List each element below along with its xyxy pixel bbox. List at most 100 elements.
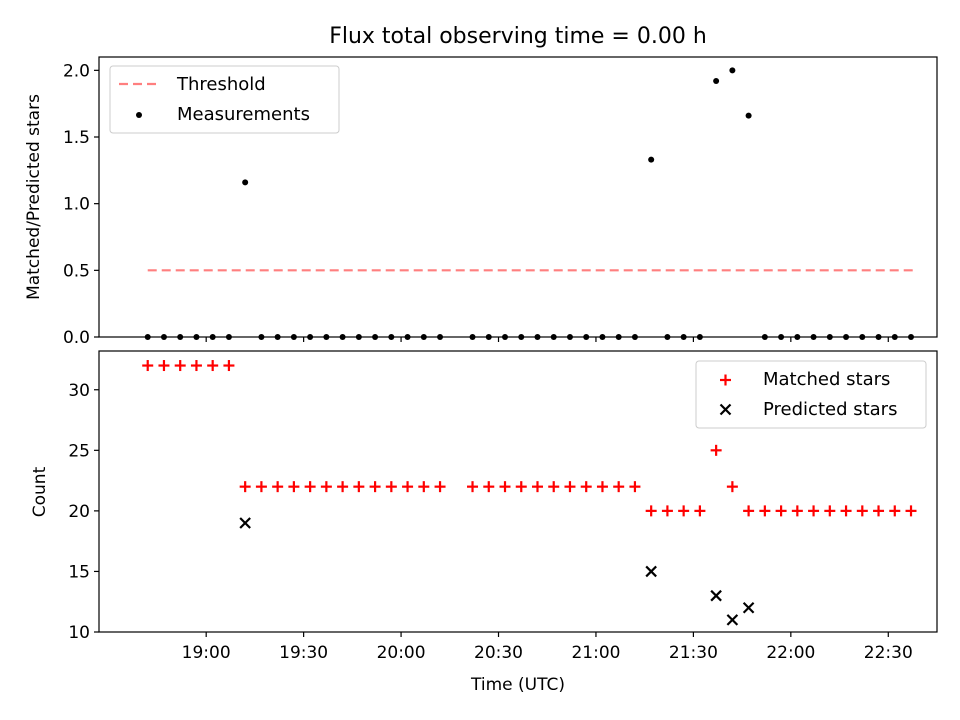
matched-star-point	[142, 360, 154, 372]
matched-star-point	[190, 360, 202, 372]
matched-star-point	[288, 481, 300, 493]
matched-star-point	[385, 481, 397, 493]
bottom-legend-box	[695, 360, 927, 429]
top-ytick-label: 0.0	[63, 328, 90, 348]
matched-star-point	[840, 505, 852, 517]
matched-star-point	[710, 444, 722, 456]
bottom-legend: Matched stars Predicted stars	[695, 360, 927, 429]
bottom-xtick-label: 22:30	[864, 643, 913, 663]
matched-star-point	[272, 481, 284, 493]
legend-threshold-label: Threshold	[176, 74, 266, 95]
predicted-cross-b	[710, 589, 722, 602]
bottom-xtick-label: 19:00	[182, 643, 231, 663]
predicted-star-point	[710, 589, 722, 602]
bottom-panel: 10 15 20 25 30 19:00 19:30 20:00 20:30 21:00 21:3…	[30, 350, 938, 663]
measurement-point	[713, 78, 720, 84]
legend-cross-b	[719, 403, 732, 416]
matched-star-point	[775, 505, 787, 517]
top-ytick-label: 2.0	[63, 61, 90, 81]
x-axis-label: Time (UTC)	[470, 675, 565, 695]
matched-star-point	[645, 505, 657, 517]
bottom-xtick-label: 20:00	[377, 643, 426, 663]
legend-measurement-label: Measurements	[177, 104, 310, 125]
predicted-cross-b	[726, 614, 739, 626]
matched-star-point	[515, 481, 527, 493]
matched-star-point	[613, 481, 625, 493]
matched-star-point	[743, 505, 755, 517]
predicted-cross-b	[239, 517, 251, 529]
matched-star-point	[531, 481, 543, 493]
matched-star-point	[824, 505, 836, 517]
matched-star-point	[174, 360, 186, 372]
matched-star-point	[402, 481, 414, 493]
bottom-ytick-label: 10	[68, 623, 90, 643]
bottom-ytick-label: 20	[68, 502, 90, 522]
matched-star-point	[255, 481, 267, 493]
top-legend: Threshold Measurements	[109, 65, 340, 134]
matched-star-point	[726, 481, 738, 493]
bottom-axes-frame	[98, 350, 938, 633]
legend-predicted-label: Predicted stars	[763, 399, 897, 420]
top-ytick-label: 1.0	[63, 195, 90, 215]
matched-star-point	[596, 481, 608, 493]
legend-predicted-swatch	[719, 403, 732, 416]
legend-matched-swatch	[720, 374, 731, 386]
top-legend-box	[109, 65, 340, 134]
top-panel: 0.00.51.01.52.0 Matched/Predicted stars …	[24, 56, 938, 348]
measurement-point	[648, 156, 655, 163]
bottom-ylabel: Count	[30, 466, 50, 517]
bottom-xtick-label: 22:00	[766, 643, 815, 663]
legend-matched-label: Matched stars	[763, 369, 890, 390]
matched-star-point	[304, 481, 316, 493]
top-ylabel: Matched/Predicted stars	[24, 94, 44, 300]
legend-measurement-swatch	[136, 112, 142, 118]
matched-star-point	[499, 481, 511, 493]
top-axes-frame	[98, 56, 938, 338]
measurement-point	[729, 67, 736, 74]
matched-star-point	[889, 505, 901, 517]
matched-star-point	[467, 481, 479, 493]
matched-star-point	[418, 481, 430, 493]
matched-star-point	[905, 505, 917, 517]
predicted-star-point	[645, 565, 657, 578]
matched-star-point	[580, 481, 592, 493]
bottom-ytick-label: 30	[68, 381, 90, 401]
predicted-star-point	[742, 601, 755, 614]
predicted-star-point	[726, 614, 739, 626]
matched-star-point	[320, 481, 332, 493]
bottom-xtick-label: 20:30	[474, 643, 523, 663]
matched-star-point	[629, 481, 641, 493]
matched-star-point	[678, 505, 690, 517]
predicted-star-point	[239, 517, 251, 529]
matched-star-point	[661, 505, 673, 517]
predicted-cross-b	[742, 601, 755, 614]
bottom-ytick-label: 25	[68, 441, 90, 461]
top-ytick-label: 1.5	[63, 128, 90, 148]
matched-star-point	[808, 505, 820, 517]
matched-star-point	[564, 481, 576, 493]
matched-star-point	[158, 360, 170, 372]
matched-star-point	[207, 360, 219, 372]
matched-star-point	[239, 481, 251, 493]
matched-star-point	[223, 360, 235, 372]
predicted-cross-b	[645, 565, 657, 578]
measurement-point	[242, 179, 249, 186]
matched-star-point	[694, 505, 706, 517]
bottom-ytick-label: 15	[68, 562, 90, 582]
matched-star-point	[434, 481, 446, 493]
top-ytick-label: 0.5	[63, 261, 90, 281]
matched-star-point	[548, 481, 560, 493]
matched-star-point	[337, 481, 349, 493]
matched-star-point	[353, 481, 365, 493]
matched-star-point	[369, 481, 381, 493]
measurement-point	[745, 112, 752, 119]
bottom-xtick-label: 21:00	[571, 643, 620, 663]
chart-title: Flux total observing time = 0.00 h	[329, 24, 707, 49]
bottom-xtick-label: 21:30	[669, 643, 718, 663]
bottom-xtick-label: 19:30	[279, 643, 328, 663]
matched-star-point	[759, 505, 771, 517]
matched-star-point	[791, 505, 803, 517]
matched-star-point	[483, 481, 495, 493]
matched-star-point	[873, 505, 885, 517]
